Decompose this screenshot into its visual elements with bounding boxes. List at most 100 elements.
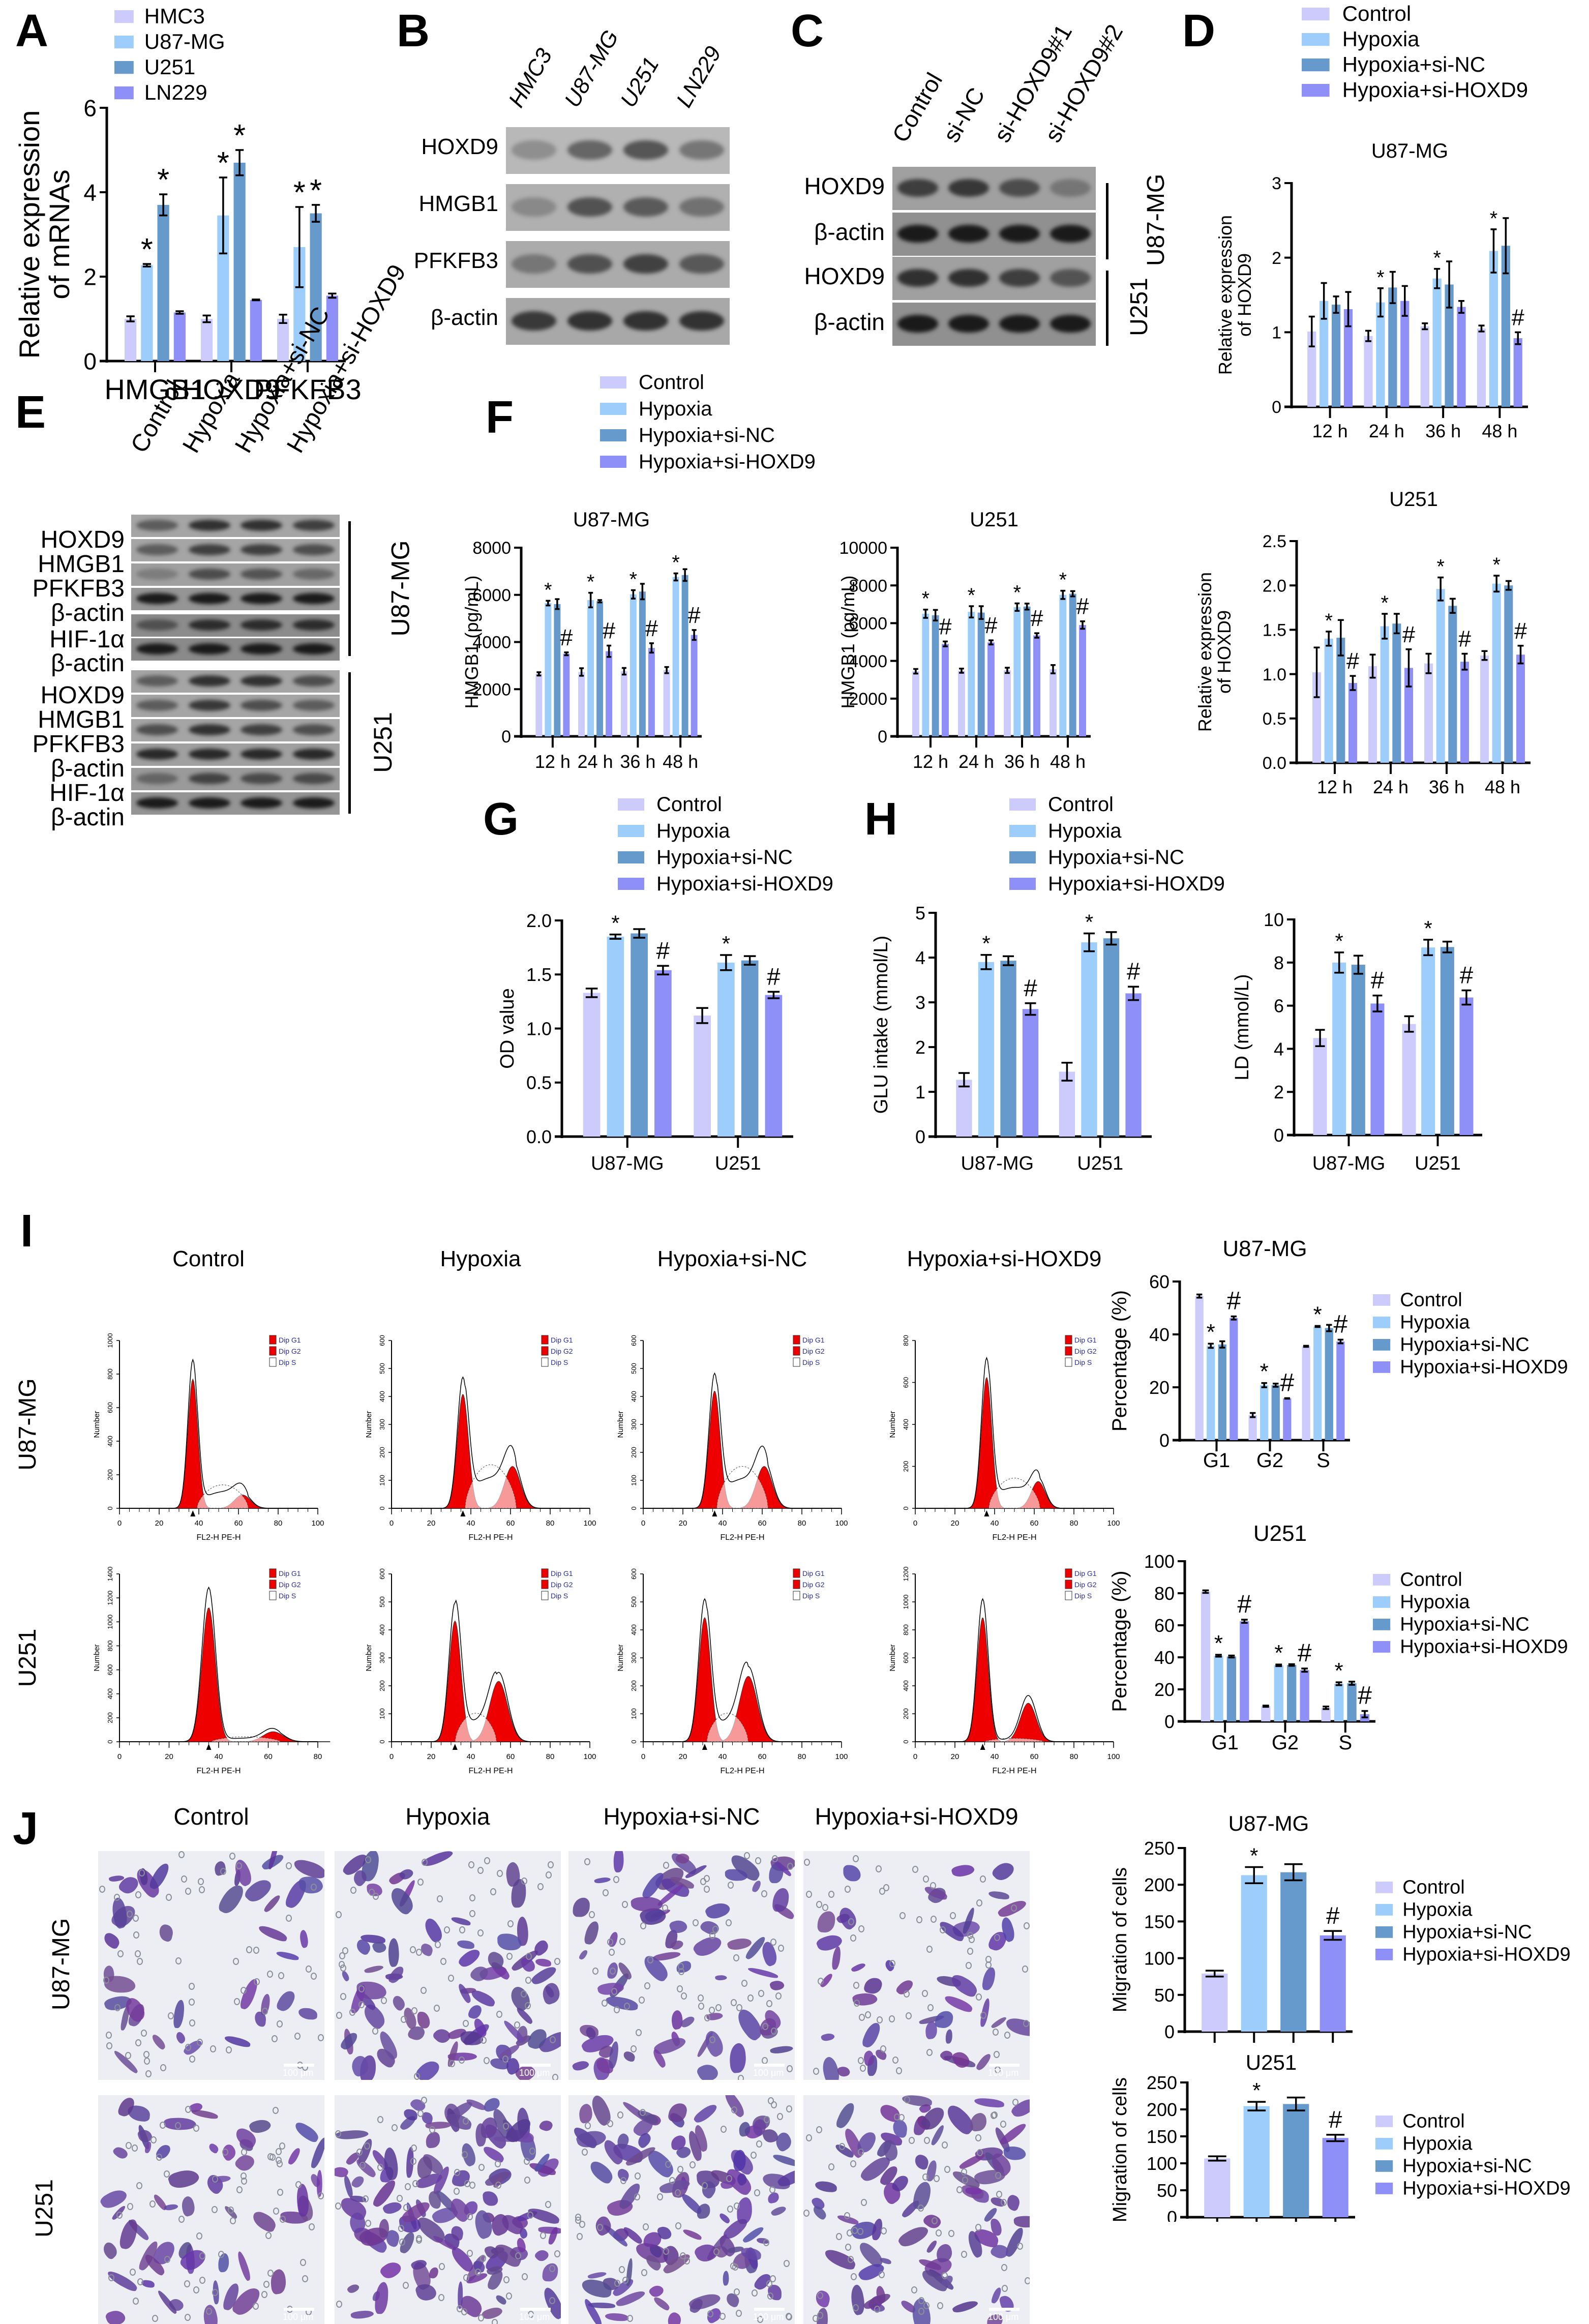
error-bar <box>1337 1338 1344 1345</box>
migration-micrograph: 100 μm <box>335 1851 561 2080</box>
flow-y-tick-label: 100 <box>630 1708 638 1719</box>
stained-cell <box>811 2204 828 2221</box>
significance-star: * <box>968 584 975 607</box>
y-tick-label: 20 <box>1154 1679 1175 1700</box>
stained-cell <box>990 2015 1007 2030</box>
error-bar <box>1262 1705 1269 1708</box>
bar <box>217 215 229 361</box>
y-tick-label: 0 <box>878 727 887 747</box>
membrane-pore <box>813 2067 820 2075</box>
membrane-pore <box>766 2000 773 2007</box>
membrane-pore <box>770 1939 777 1946</box>
bar <box>1404 668 1413 763</box>
bar <box>620 671 627 736</box>
stained-cell <box>860 2020 882 2049</box>
membrane-pore <box>926 1945 933 1953</box>
error-bar <box>743 955 756 966</box>
membrane-pore <box>969 1935 975 1943</box>
membrane-pore <box>199 2252 205 2260</box>
x-tick-label: 12 h <box>535 751 571 772</box>
bar <box>1207 1346 1215 1440</box>
membrane-pore <box>480 2255 487 2262</box>
flow-histogram: 0 200 400 600 800 1000 1200 0 20 40 60 80 100 FL2-H P… <box>888 1567 1120 1775</box>
bar <box>125 319 137 361</box>
legend-label: Hypoxia+si-HOXD9 <box>1400 1357 1568 1378</box>
membrane-pore <box>939 1926 946 1933</box>
membrane-pore <box>859 2064 866 2072</box>
stained-cell <box>945 2029 952 2044</box>
membrane-pore <box>138 1869 145 1877</box>
membrane-pore <box>677 1963 684 1971</box>
membrane-pore <box>726 2174 732 2182</box>
error-bar <box>1377 287 1384 318</box>
membrane-pore <box>675 2222 682 2230</box>
stained-cell <box>831 1946 842 1970</box>
significance-star: * <box>233 118 246 153</box>
error-bar <box>1425 652 1432 674</box>
membrane-pore <box>136 1957 143 1965</box>
membrane-pore <box>926 2049 933 2057</box>
membrane-pore <box>931 2217 938 2224</box>
stained-cell <box>577 2103 594 2124</box>
membrane-pore <box>554 2250 561 2258</box>
flow-y-tick-label: 1200 <box>106 1591 114 1605</box>
membrane-pore <box>922 1990 928 1998</box>
membrane-pore <box>976 2149 983 2156</box>
bar <box>717 962 735 1137</box>
stained-cell <box>714 1974 727 1981</box>
membrane-pore <box>336 1911 342 1919</box>
membrane-pore <box>715 2004 722 2011</box>
stained-cell <box>688 2297 704 2315</box>
membrane-pore <box>1012 2098 1019 2106</box>
membrane-pore <box>463 2020 469 2028</box>
x-tick-label: 24 h <box>1369 421 1404 441</box>
stained-cell <box>346 2282 361 2295</box>
flow-y-tick-label: 1200 <box>902 1567 910 1582</box>
stained-cell <box>605 2313 628 2321</box>
membrane-pore <box>349 2008 356 2016</box>
membrane-pore <box>527 2211 533 2219</box>
stained-cell <box>340 1970 351 1982</box>
membrane-pore <box>469 2182 475 2189</box>
membrane-pore <box>854 1999 860 2007</box>
error-bar <box>588 591 593 609</box>
stained-cell <box>692 1931 724 1961</box>
membrane-pore <box>575 2217 581 2224</box>
error-bar <box>1372 994 1383 1012</box>
membrane-pore <box>754 2189 760 2197</box>
membrane-pore <box>918 2297 924 2305</box>
stained-cell <box>572 1897 590 1918</box>
flow-x-tick-label: 20 <box>951 1752 960 1761</box>
membrane-pore <box>619 1938 625 1946</box>
membrane-pore <box>438 2263 445 2271</box>
flow-x-tick-label: 40 <box>467 1519 475 1528</box>
bar <box>1489 251 1498 407</box>
error-bar <box>1478 324 1485 333</box>
significance-star: * <box>1085 910 1093 934</box>
error-bar <box>1348 1681 1355 1686</box>
y-axis-label: HMGB1 (pg/mL) <box>837 575 858 708</box>
membrane-pore <box>707 2310 713 2318</box>
membrane-pore <box>433 2004 440 2012</box>
membrane-pore <box>184 2280 191 2288</box>
membrane-pore <box>609 1967 616 1975</box>
membrane-pore <box>399 2239 405 2246</box>
flow-y-tick-label: 200 <box>106 1469 114 1480</box>
flow-legend-swatch <box>541 1357 549 1367</box>
flow-x-tick-label: 0 <box>117 1752 122 1761</box>
membrane-pore <box>197 2038 203 2046</box>
y-tick-label: 2 <box>1272 249 1281 268</box>
significance-star: * <box>1335 1658 1343 1683</box>
stained-cell <box>583 1920 601 1946</box>
error-bar <box>1337 619 1344 657</box>
flow-x-tick-label: 80 <box>1070 1752 1078 1761</box>
flow-legend-swatch <box>541 1335 549 1345</box>
flow-y-tick-label: 100 <box>378 1708 386 1719</box>
bar <box>1312 672 1322 763</box>
bar <box>1283 1398 1292 1440</box>
scale-bar <box>989 2308 1020 2311</box>
error-bar <box>1517 645 1524 665</box>
bar <box>1421 947 1435 1135</box>
stained-cell <box>862 1976 883 1996</box>
x-tick-label: 36 h <box>1429 777 1464 797</box>
